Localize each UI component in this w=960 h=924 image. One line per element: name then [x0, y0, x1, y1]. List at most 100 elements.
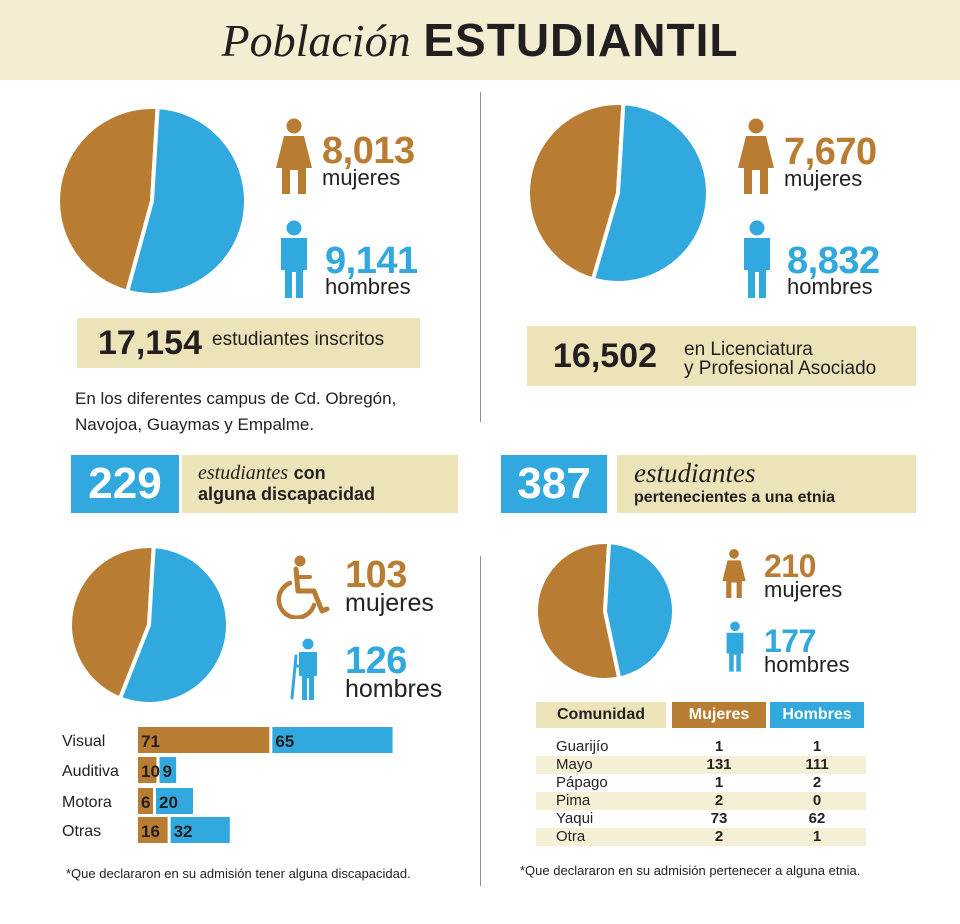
total-count: 17,154 [98, 324, 202, 362]
bar-value-label: 10 [141, 762, 160, 781]
table-cell-community: Guarijío [556, 738, 609, 755]
crutch-man-icon [290, 638, 317, 700]
pie-slice-hombres [124, 105, 248, 297]
women-count-lic: 7,670 [784, 131, 877, 173]
disability-bar-chart: Visual 71 65 Auditiva 10 9 Motora 6 20 Otras 16 32 [62, 727, 393, 843]
table-cell-community: Otra [556, 828, 586, 845]
pie-slice-mujeres [526, 101, 626, 282]
page-title: Población ESTUDIANTIL [0, 10, 960, 71]
table-cell-community: Pápago [556, 774, 608, 791]
ethnic-label-bold: pertenecientes a una etnia [634, 489, 835, 506]
bar-category-label: Otras [62, 823, 101, 840]
wheelchair-icon [276, 555, 330, 619]
bar-value-label: 6 [141, 793, 150, 812]
bar-hombres [272, 727, 393, 753]
table-cell-women: 1 [714, 774, 724, 791]
pie-chart-total [56, 105, 248, 297]
table-cell-women: 73 [710, 810, 728, 827]
bar-value-label: 16 [141, 822, 160, 841]
pie-slice-hombres [590, 101, 710, 285]
table-row: Pápago 1 2 [536, 774, 866, 792]
pie-chart-etnia [534, 540, 676, 682]
woman-icon [738, 118, 774, 194]
disability-footnote: *Que declararon en su admisión tener alg… [66, 866, 411, 881]
men-count-disab: 126 [345, 640, 407, 682]
total-box [77, 318, 420, 368]
table-row: Pima 2 0 [536, 792, 866, 810]
table-cell-men: 0 [812, 792, 822, 809]
disability-box [182, 455, 458, 513]
women-count-disab: 103 [345, 554, 407, 596]
men-count-lic: 8,832 [787, 240, 880, 282]
bar-hombres [156, 788, 193, 814]
women-label-lic: mujeres [784, 166, 863, 191]
lic-label-line1: en Licenciatura [684, 339, 813, 360]
men-label-disab: hombres [345, 675, 443, 703]
man-icon [726, 621, 744, 672]
table-header-women: Mujeres [672, 702, 766, 728]
disability-label-line1: estudiantes con [198, 462, 326, 484]
table-row: Mayo 131 111 [536, 756, 866, 774]
total-label: estudiantes inscritos [212, 329, 385, 350]
ethnic-count: 387 [501, 455, 607, 513]
table-cell-women: 2 [714, 828, 724, 845]
title-bold: ESTUDIANTIL [423, 14, 739, 66]
disability-count: 229 [71, 455, 179, 513]
women-label-etnia: mujeres [764, 577, 843, 602]
bar-value-label: 65 [275, 732, 294, 751]
men-label-lic: hombres [787, 274, 873, 299]
man-icon [281, 220, 307, 298]
bar-hombres [159, 757, 177, 783]
pie-chart-licenciatura [526, 101, 710, 285]
table-cell-women: 131 [706, 756, 732, 773]
men-count-total: 9,141 [325, 240, 418, 282]
bar-category-label: Auditiva [62, 763, 119, 780]
title-italic: Población [221, 15, 411, 66]
women-count-total: 8,013 [322, 130, 415, 172]
men-label-total: hombres [325, 274, 411, 299]
bar-value-label: 9 [163, 762, 172, 781]
table-cell-men: 62 [808, 810, 826, 827]
bar-mujeres [138, 757, 157, 783]
table-cell-community: Mayo [556, 756, 593, 773]
header-band [0, 0, 960, 80]
ethnic-footnote: *Que declararon en su admisión pertenece… [520, 863, 861, 878]
table-row: Otra 2 1 [536, 828, 866, 846]
table-cell-men: 2 [812, 774, 822, 791]
pie-chart-discapacidad [68, 544, 230, 706]
lic-count: 16,502 [553, 337, 657, 375]
pie-slice-hombres [602, 540, 676, 681]
table-cell-community: Yaqui [556, 810, 594, 827]
lic-box [527, 326, 916, 386]
table-cell-men: 1 [812, 738, 822, 755]
table-cell-women: 2 [714, 792, 724, 809]
pie-slice-mujeres [534, 540, 622, 682]
vertical-divider-top [480, 92, 481, 422]
men-label-etnia: hombres [764, 652, 850, 677]
disability-label-line2: alguna discapacidad [198, 484, 376, 504]
bar-value-label: 71 [141, 732, 160, 751]
campus-note: En los diferentes campus de Cd. Obregón,… [75, 389, 397, 434]
man-icon [744, 220, 770, 298]
women-count-etnia: 210 [764, 548, 816, 584]
bar-category-label: Motora [62, 794, 112, 811]
woman-icon [276, 118, 312, 194]
vertical-divider-bottom [480, 556, 481, 886]
bar-value-label: 32 [174, 822, 193, 841]
woman-icon [722, 548, 746, 599]
women-label-disab: mujeres [345, 589, 434, 617]
pie-slice-mujeres [56, 105, 160, 295]
pie-slice-hombres [117, 544, 230, 706]
ethnic-label-italic: estudiantes [634, 458, 756, 488]
bar-hombres [170, 817, 230, 843]
ethnic-table-body: Guarijío 1 1 Mayo 131 111 Pápago 1 2 Pim… [536, 738, 866, 846]
table-cell-men: 1 [812, 828, 822, 845]
bar-mujeres [138, 817, 168, 843]
bar-category-label: Visual [62, 733, 105, 750]
pie-slice-mujeres [68, 544, 156, 702]
men-count-etnia: 177 [764, 623, 816, 659]
disability-label-con: con [293, 463, 326, 483]
lic-label-line2: y Profesional Asociado [684, 358, 877, 379]
bar-mujeres [138, 788, 153, 814]
women-label-total: mujeres [322, 165, 401, 190]
